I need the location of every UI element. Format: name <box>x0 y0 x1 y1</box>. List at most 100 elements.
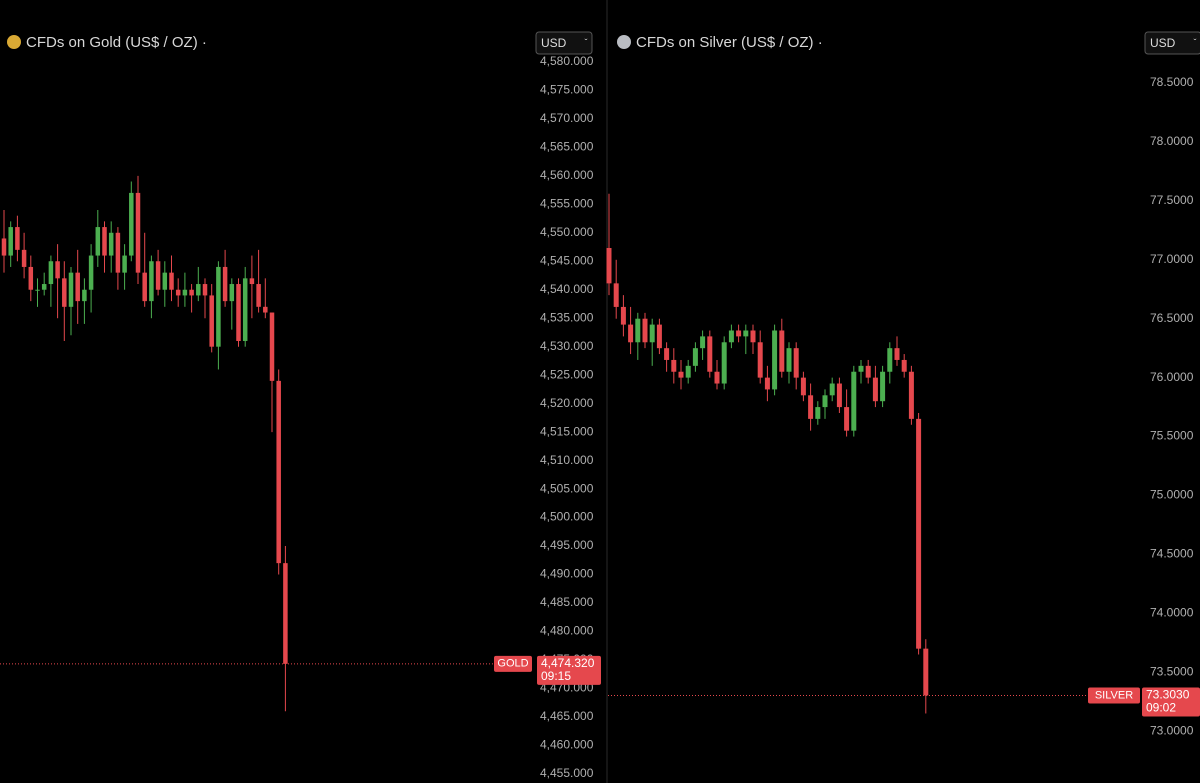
candle-body <box>82 289 87 302</box>
candle-body <box>182 289 188 296</box>
candle-body <box>122 255 127 273</box>
candle-body <box>628 324 634 343</box>
gold-icon <box>7 35 21 49</box>
candle-body <box>829 383 835 396</box>
candle-body <box>75 272 80 302</box>
y-tick-label: 4,535.000 <box>540 310 594 324</box>
currency-label[interactable]: USD <box>1150 36 1176 50</box>
candle-body <box>269 312 275 381</box>
candle-body <box>793 348 799 378</box>
candle-body <box>222 266 228 302</box>
candle-body <box>620 306 626 325</box>
candle-body <box>642 318 648 343</box>
candle-body <box>750 330 756 343</box>
candle-body <box>242 278 248 341</box>
candle-body <box>664 348 670 360</box>
candle-body <box>649 324 655 343</box>
candle-body <box>613 283 619 307</box>
candle-body <box>115 232 121 273</box>
candle-body <box>175 289 181 296</box>
y-tick-label: 73.0000 <box>1150 723 1194 737</box>
y-tick-label: 78.5000 <box>1150 75 1194 89</box>
candle-body <box>872 377 878 402</box>
candle-body <box>162 272 168 290</box>
candle-body <box>923 648 929 696</box>
candle-body <box>916 418 922 649</box>
candle-body <box>606 248 612 284</box>
y-tick-label: 4,460.000 <box>540 738 594 752</box>
candle-body <box>836 383 842 408</box>
candle-body <box>714 371 720 384</box>
candle-body <box>808 395 814 419</box>
candle-body <box>108 232 114 256</box>
candle-body <box>692 348 698 366</box>
candle-body <box>196 284 201 296</box>
candle-body <box>21 249 27 267</box>
candle-body <box>1 238 7 256</box>
candle-body <box>48 261 54 285</box>
candle-body <box>202 284 208 296</box>
currency-label[interactable]: USD <box>541 36 567 50</box>
candle-body <box>8 227 13 256</box>
candle-body <box>88 255 94 290</box>
currency-select[interactable] <box>1144 31 1200 55</box>
candle-body <box>901 359 907 372</box>
candle-body <box>779 330 785 372</box>
candle-body <box>276 380 281 564</box>
y-tick-label: 4,560.000 <box>540 168 594 182</box>
candle-body <box>142 272 147 302</box>
y-tick-label: 77.0000 <box>1150 252 1194 266</box>
y-tick-label: 4,465.000 <box>540 709 594 723</box>
y-tick-label: 76.0000 <box>1150 370 1194 384</box>
y-tick-label: 4,525.000 <box>540 367 594 381</box>
currency-select[interactable] <box>535 31 593 55</box>
y-tick-label: 4,520.000 <box>540 396 594 410</box>
y-tick-label: 74.0000 <box>1150 605 1194 619</box>
currency-caret: ˇ <box>585 37 588 47</box>
candle-body <box>41 284 47 290</box>
candle-body <box>786 348 792 372</box>
candle-body <box>263 306 268 313</box>
candle-body <box>656 324 662 349</box>
candle-body <box>95 227 101 256</box>
candle-body <box>894 348 900 360</box>
y-tick-label: 4,580.000 <box>540 54 594 68</box>
y-tick-label: 76.5000 <box>1150 311 1194 325</box>
candle-body <box>772 330 778 390</box>
y-tick-label: 4,530.000 <box>540 339 594 353</box>
y-tick-label: 4,555.000 <box>540 196 594 210</box>
candle-body <box>908 371 914 419</box>
candle-body <box>743 330 749 337</box>
y-tick-label: 4,540.000 <box>540 282 594 296</box>
candle-body <box>800 377 806 396</box>
candle-body <box>678 371 684 378</box>
candle-body <box>844 407 850 431</box>
candle-body <box>189 289 194 296</box>
candle-body <box>635 318 641 343</box>
candle-body <box>169 272 174 290</box>
candle-body <box>55 261 60 279</box>
y-tick-label: 4,505.000 <box>540 481 594 495</box>
candle-body <box>764 377 770 390</box>
candle-body <box>283 563 288 664</box>
candle-body <box>700 336 706 349</box>
candle-body <box>865 365 871 378</box>
y-tick-label: 4,545.000 <box>540 253 594 267</box>
candle-body <box>35 289 40 291</box>
y-tick-label: 4,565.000 <box>540 140 594 154</box>
y-tick-label: 74.5000 <box>1150 547 1194 561</box>
y-tick-label: 75.0000 <box>1150 488 1194 502</box>
y-tick-label: 4,490.000 <box>540 567 594 581</box>
countdown: 09:15 <box>541 669 571 683</box>
candle-body <box>249 278 255 285</box>
candle-body <box>858 365 864 372</box>
y-tick-label: 4,570.000 <box>540 111 594 125</box>
last-price-label: 73.3030 <box>1146 688 1190 702</box>
candle-body <box>149 261 154 302</box>
candle-body <box>887 348 893 372</box>
candle-body <box>28 266 34 290</box>
symbol-label: SILVER <box>1095 689 1133 701</box>
candle-body <box>721 342 727 384</box>
